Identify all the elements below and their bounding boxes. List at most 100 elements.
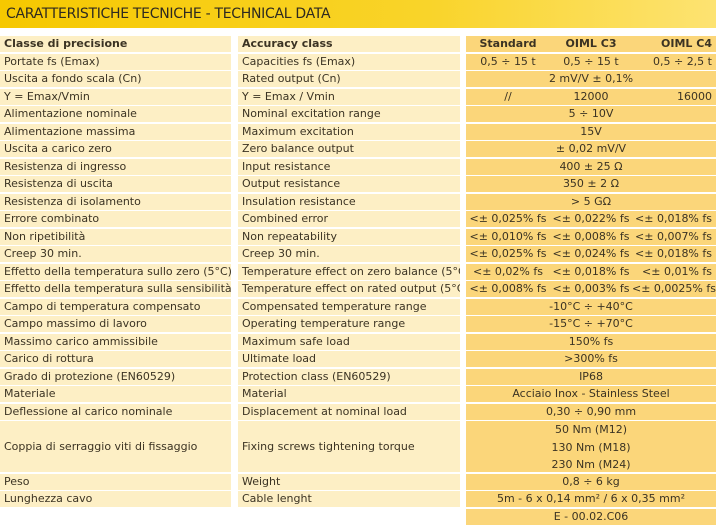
value-cell: <± 0,02% fs	[473, 264, 543, 278]
value-cell: 350 ± 2 Ω	[562, 177, 620, 190]
label-en: Y = Emax / Vmin	[238, 88, 460, 105]
value-cell: IP68	[579, 369, 603, 383]
value-column: <± 0,008% fs <± 0,003% fs <± 0,0025% fs	[466, 281, 716, 297]
label-it: Effetto della temperatura sulla sensibil…	[0, 281, 231, 297]
value-column: -15°C ÷ +70°C	[466, 316, 716, 332]
label-en: Material	[238, 386, 460, 402]
value-cell: 400 ± 25 Ω	[559, 159, 623, 173]
label-it: Y = Emax/Vmin	[0, 88, 231, 105]
table-row: Effetto della temperatura sullo zero (5°…	[0, 263, 716, 280]
value-column: <± 0,02% fs <± 0,018% fs <± 0,01% fs	[466, 263, 716, 280]
label-it: Alimentazione nominale	[0, 106, 231, 122]
value-column: -10°C ÷ +40°C	[466, 298, 716, 315]
value-column: E - 00.02.C06	[466, 508, 716, 525]
table-row: Resistenza di ingresso Input resistance 40…	[0, 158, 716, 175]
value-cell: 0,5 ÷ 15 t	[480, 54, 536, 68]
table-row: Resistenza di uscita Output resistance 350…	[0, 176, 716, 192]
value-cell: <± 0,025% fs	[469, 247, 547, 260]
value-cell: > 5 GΩ	[570, 194, 612, 208]
value-column: IP68	[466, 368, 716, 385]
value-column: ± 0,02 mV/V	[466, 141, 716, 157]
label-it: Campo di temperatura compensato	[0, 298, 231, 315]
label-en: Fixing screws tightening torque	[238, 421, 460, 472]
value-cell: <± 0,025% fs	[469, 212, 547, 225]
label-it: Resistenza di isolamento	[0, 193, 231, 210]
value-cell: -10°C ÷ +40°C	[549, 299, 633, 313]
value-cell: 0,8 ÷ 6 kg	[562, 474, 620, 488]
table-row: Portate fs (Emax) Capacities fs (Emax) 0,5…	[0, 53, 716, 70]
value-column: > 5 GΩ	[466, 193, 716, 210]
value-column: 15V	[466, 123, 716, 140]
value-column: >300% fs	[466, 351, 716, 367]
header-values: Standard OIML C3 OIML C4	[466, 36, 716, 52]
value-cell: //	[504, 89, 512, 103]
label-en: Output resistance	[238, 176, 460, 192]
table-header-row: Classe di precisione Accuracy class Standa…	[0, 36, 716, 52]
label-en: Operating temperature range	[238, 316, 460, 332]
label-it: Lunghezza cavo	[0, 491, 231, 507]
value-column: // 12000 16000	[466, 88, 716, 105]
value-column: 50 Nm (M12) 130 Nm (M18) 230 Nm (M24)	[466, 421, 716, 472]
label-it: Coppia di serraggio viti di fissaggio	[0, 421, 231, 472]
label-it: Uscita a carico zero	[0, 141, 231, 157]
label-it: Resistenza di uscita	[0, 176, 231, 192]
label-it: Materiale	[0, 386, 231, 402]
label-it: Creep 30 min.	[0, 246, 231, 262]
label-en: Nominal excitation range	[238, 106, 460, 122]
label-en: Protection class (EN60529)	[238, 368, 460, 385]
table-row: Alimentazione nominale Nominal excitation…	[0, 106, 716, 122]
table-row: Resistenza di isolamento Insulation resis…	[0, 193, 716, 210]
table-row: Creep 30 min. Creep 30 min. <± 0,025% fs <±…	[0, 246, 716, 262]
label-en: Zero balance output	[238, 141, 460, 157]
value-cell: >300% fs	[564, 352, 618, 365]
value-column: 0,5 ÷ 15 t 0,5 ÷ 15 t 0,5 ÷ 2,5 t	[466, 53, 716, 70]
value-column: <± 0,025% fs <± 0,022% fs <± 0,018% fs	[466, 211, 716, 227]
label-en: Displacement at nominal load	[238, 403, 460, 420]
value-line: 50 Nm (M12)	[554, 423, 627, 436]
label-en: Temperature effect on zero balance (5°C)	[238, 263, 460, 280]
table-row: Non ripetibilità Non repeatability <± 0,01…	[0, 228, 716, 245]
table-row: Materiale Material Acciaio Inox - Stainles…	[0, 386, 716, 402]
value-cell: 150% fs	[568, 334, 614, 348]
value-cell: 0,30 ÷ 0,90 mm	[545, 404, 637, 418]
table-row: Deflessione al carico nominale Displaceme…	[0, 403, 716, 420]
value-cell: <± 0,018% fs	[635, 212, 712, 225]
page-title: CARATTERISTICHE TECNICHE - TECHNICAL DAT…	[6, 6, 331, 22]
label-it: Peso	[0, 473, 231, 490]
label-en: Non repeatability	[238, 228, 460, 245]
table-row: Alimentazione massima Maximum excitation 1…	[0, 123, 716, 140]
table-row: Lunghezza cavo Cable lenght 5m - 6 x 0,14 …	[0, 491, 716, 507]
value-cell: Acciaio Inox - Stainless Steel	[512, 387, 670, 400]
value-cell: <± 0,007% fs	[635, 229, 712, 243]
label-it: Deflessione al carico nominale	[0, 403, 231, 420]
value-column: 0,8 ÷ 6 kg	[466, 473, 716, 490]
value-cell: <± 0,003% fs	[552, 282, 630, 295]
label-it: Resistenza di ingresso	[0, 158, 231, 175]
table-row: Carico di rottura Ultimate load >300% fs	[0, 351, 716, 367]
label-it: Campo massimo di lavoro	[0, 316, 231, 332]
table-row: Effetto della temperatura sulla sensibil…	[0, 281, 716, 297]
label-it: Effetto della temperatura sullo zero (5°…	[0, 263, 231, 280]
label-en: Capacities fs (Emax)	[238, 53, 460, 70]
label-en: Rated output (Cn)	[238, 71, 460, 87]
table-row: Errore combinato Combined error <± 0,025% …	[0, 211, 716, 227]
value-cell: OIML C3	[565, 37, 617, 50]
table-row: E - 00.02.C06	[0, 508, 716, 525]
value-column: 350 ± 2 Ω	[466, 176, 716, 192]
value-cell: <± 0,010% fs	[469, 229, 547, 243]
label-it: Errore combinato	[0, 211, 231, 227]
title-bar: CARATTERISTICHE TECNICHE - TECHNICAL DAT…	[0, 0, 716, 28]
label-it: Carico di rottura	[0, 351, 231, 367]
value-column: <± 0,010% fs <± 0,008% fs <± 0,007% fs	[466, 228, 716, 245]
value-cell: 15V	[580, 124, 602, 138]
value-cell: 2 mV/V ± 0,1%	[548, 72, 634, 85]
label-en: Compensated temperature range	[238, 298, 460, 315]
value-line: 230 Nm (M24)	[551, 458, 631, 471]
label-en: Maximum safe load	[238, 333, 460, 350]
label-it: Uscita a fondo scala (Cn)	[0, 71, 231, 87]
value-cell: OIML C4	[661, 37, 712, 50]
label-en: Input resistance	[238, 158, 460, 175]
value-column: 2 mV/V ± 0,1%	[466, 71, 716, 87]
header-label-en: Accuracy class	[238, 36, 460, 52]
label-it: Massimo carico ammissibile	[0, 333, 231, 350]
